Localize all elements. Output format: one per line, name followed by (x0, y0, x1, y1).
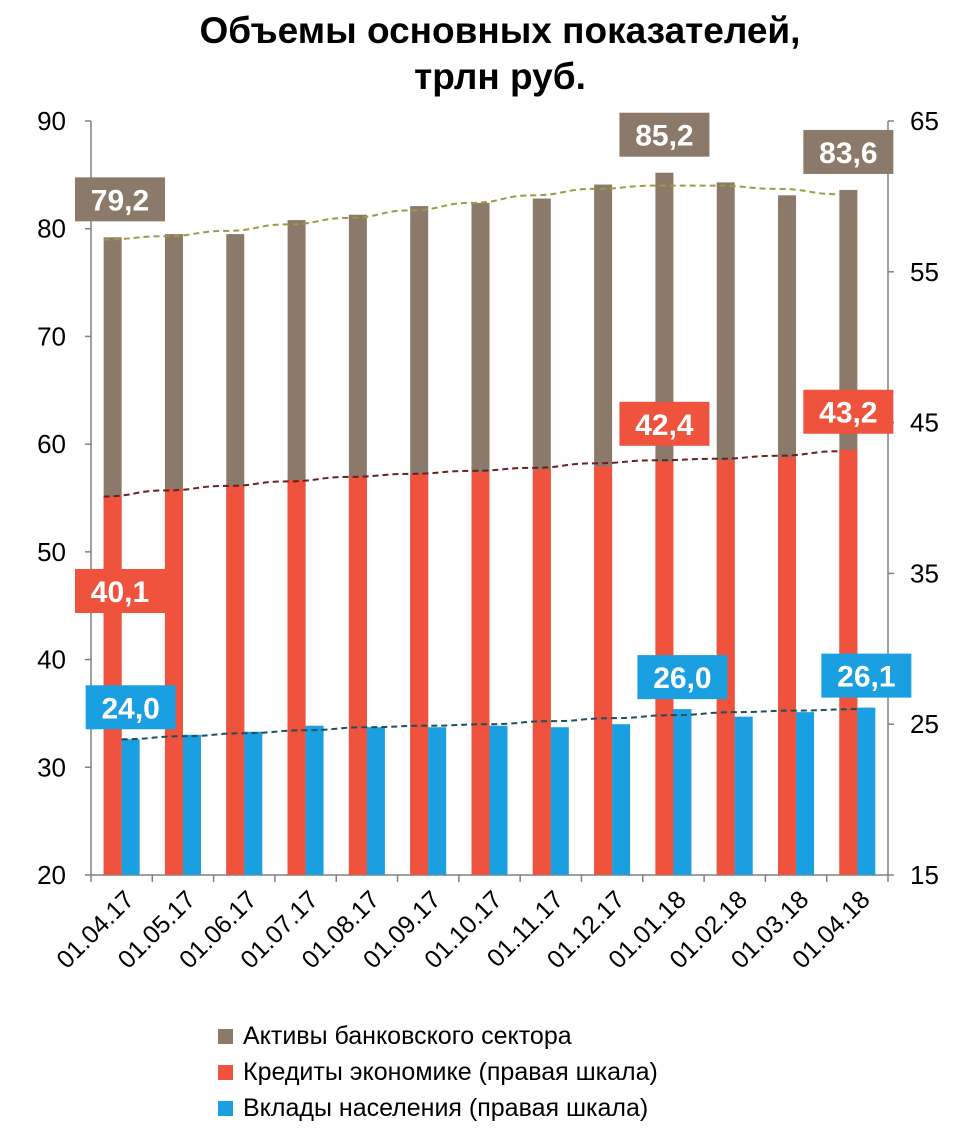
data-label-deposits: 24,0 (101, 692, 159, 725)
data-label-loans: 40,1 (91, 576, 149, 609)
bar-loans (778, 457, 797, 875)
bar-deposits (673, 709, 692, 875)
left-axis-tick-label: 60 (37, 429, 66, 459)
chart-title-line-1: Объемы основных показателей, (199, 10, 801, 51)
legend-label-loans: Кредиты экономике (правая шкала) (243, 1057, 658, 1086)
right-axis-tick-label: 55 (910, 257, 939, 287)
bar-loans (164, 488, 183, 875)
data-label-deposits-box (85, 685, 176, 730)
left-axis-tick-label: 20 (37, 860, 66, 890)
data-label-assets-box (803, 129, 894, 174)
data-label-assets: 79,2 (91, 184, 149, 217)
legend-item-assets: Активы банковского сектора (218, 1018, 658, 1054)
bar-deposits (612, 724, 631, 875)
data-label-loans: 42,4 (635, 409, 694, 442)
left-axis-tick-label: 90 (37, 106, 66, 136)
data-label-assets: 85,2 (635, 120, 693, 153)
bar-deposits (857, 707, 876, 875)
bar-loans (471, 472, 490, 875)
bar-deposits (428, 727, 447, 875)
chart-legend: Активы банковского сектора Кредиты эконо… (218, 1018, 658, 1126)
data-label-loans-box (619, 401, 710, 446)
bar-loans (410, 473, 429, 875)
data-label-loans-box (75, 569, 165, 613)
chart-title-line-2: трлн руб. (414, 56, 586, 97)
legend-item-deposits: Вклады населения (правая шкала) (218, 1090, 658, 1126)
data-label-deposits-box (821, 653, 912, 698)
legend-swatch-loans (218, 1064, 233, 1080)
right-axis-tick-label: 65 (910, 106, 939, 136)
trend-line-loans (103, 450, 840, 498)
left-axis-tick-label: 70 (37, 321, 66, 351)
data-label-assets: 83,6 (819, 137, 877, 170)
data-label-deposits: 26,0 (653, 662, 711, 695)
data-label-assets-box (619, 112, 710, 157)
legend-swatch-assets (218, 1028, 233, 1044)
trend-line-deposits (121, 708, 858, 741)
bar-deposits (182, 734, 201, 875)
data-label-assets-box (75, 177, 165, 222)
bar-loans (226, 485, 245, 875)
legend-item-loans: Кредиты экономике (правая шкала) (218, 1054, 658, 1090)
left-axis-tick-label: 30 (37, 752, 66, 782)
left-axis-tick-label: 40 (37, 645, 66, 675)
bar-deposits (366, 727, 385, 875)
legend-label-assets: Активы банковского сектора (243, 1021, 572, 1050)
bar-deposits (734, 716, 753, 875)
bar-deposits (121, 739, 140, 875)
data-label-deposits: 26,1 (837, 661, 895, 694)
bar-loans (348, 476, 367, 875)
left-axis-tick-label: 80 (37, 214, 66, 244)
bar-deposits (305, 725, 324, 875)
bar-deposits (489, 725, 508, 875)
legend-swatch-deposits (218, 1100, 233, 1116)
chart-title: Объемы основных показателей, трлн руб. (0, 8, 965, 100)
bar-deposits (550, 727, 569, 875)
data-label-loans-box (803, 389, 894, 434)
trend-line-assets (103, 184, 840, 241)
bar-loans (594, 466, 613, 875)
right-axis-tick-label: 35 (910, 558, 939, 588)
bar-deposits (244, 731, 263, 875)
bar-loans (287, 479, 306, 875)
right-axis-tick-label: 15 (910, 860, 939, 890)
bar-loans (532, 469, 551, 875)
right-axis-tick-label: 45 (910, 408, 939, 438)
data-label-loans: 43,2 (819, 397, 877, 430)
legend-label-deposits: Вклады населения (правая шкала) (243, 1093, 649, 1122)
right-axis-tick-label: 25 (910, 709, 939, 739)
bar-deposits (796, 712, 815, 875)
left-axis-tick-label: 50 (37, 537, 66, 567)
data-label-deposits-box (637, 655, 728, 700)
